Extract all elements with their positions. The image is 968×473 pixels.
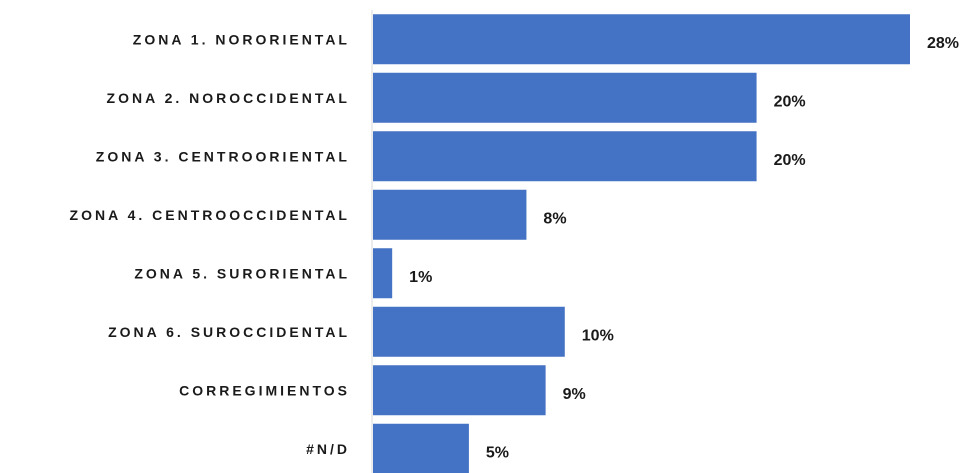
category-label-6: CORREGIMIENTOS bbox=[179, 382, 350, 398]
bar-5 bbox=[373, 306, 565, 357]
category-label-5: ZONA 6. SUROCCIDENTAL bbox=[108, 324, 350, 340]
category-label-3: ZONA 4. CENTROOCCIDENTAL bbox=[70, 207, 350, 223]
value-label-5: 10% bbox=[582, 327, 614, 344]
value-label-2: 20% bbox=[774, 152, 806, 169]
bar-7 bbox=[373, 423, 469, 473]
bar-3 bbox=[373, 189, 527, 240]
bar-2 bbox=[373, 131, 757, 182]
value-label-6: 9% bbox=[563, 386, 586, 403]
category-label-0: ZONA 1. NORORIENTAL bbox=[133, 31, 350, 47]
bar-4 bbox=[373, 248, 393, 299]
bars-group bbox=[373, 14, 910, 473]
bar-1 bbox=[373, 72, 757, 123]
bar-0 bbox=[373, 14, 910, 65]
value-label-3: 8% bbox=[543, 210, 566, 227]
value-label-7: 5% bbox=[486, 444, 509, 461]
category-labels-group: ZONA 1. NORORIENTAL ZONA 2. NOROCCIDENTAL… bbox=[70, 31, 350, 457]
value-label-4: 1% bbox=[409, 269, 432, 286]
category-label-4: ZONA 5. SURORIENTAL bbox=[134, 265, 350, 281]
value-label-0: 28% bbox=[927, 35, 959, 52]
value-labels-group: 28% 20% 20% 8% 1% 10% 9% 5% bbox=[409, 35, 959, 462]
category-label-1: ZONA 2. NOROCCIDENTAL bbox=[107, 90, 350, 106]
category-label-7: #N/D bbox=[306, 441, 350, 457]
bar-6 bbox=[373, 365, 546, 416]
value-label-1: 20% bbox=[774, 93, 806, 110]
category-label-2: ZONA 3. CENTROORIENTAL bbox=[96, 148, 350, 164]
